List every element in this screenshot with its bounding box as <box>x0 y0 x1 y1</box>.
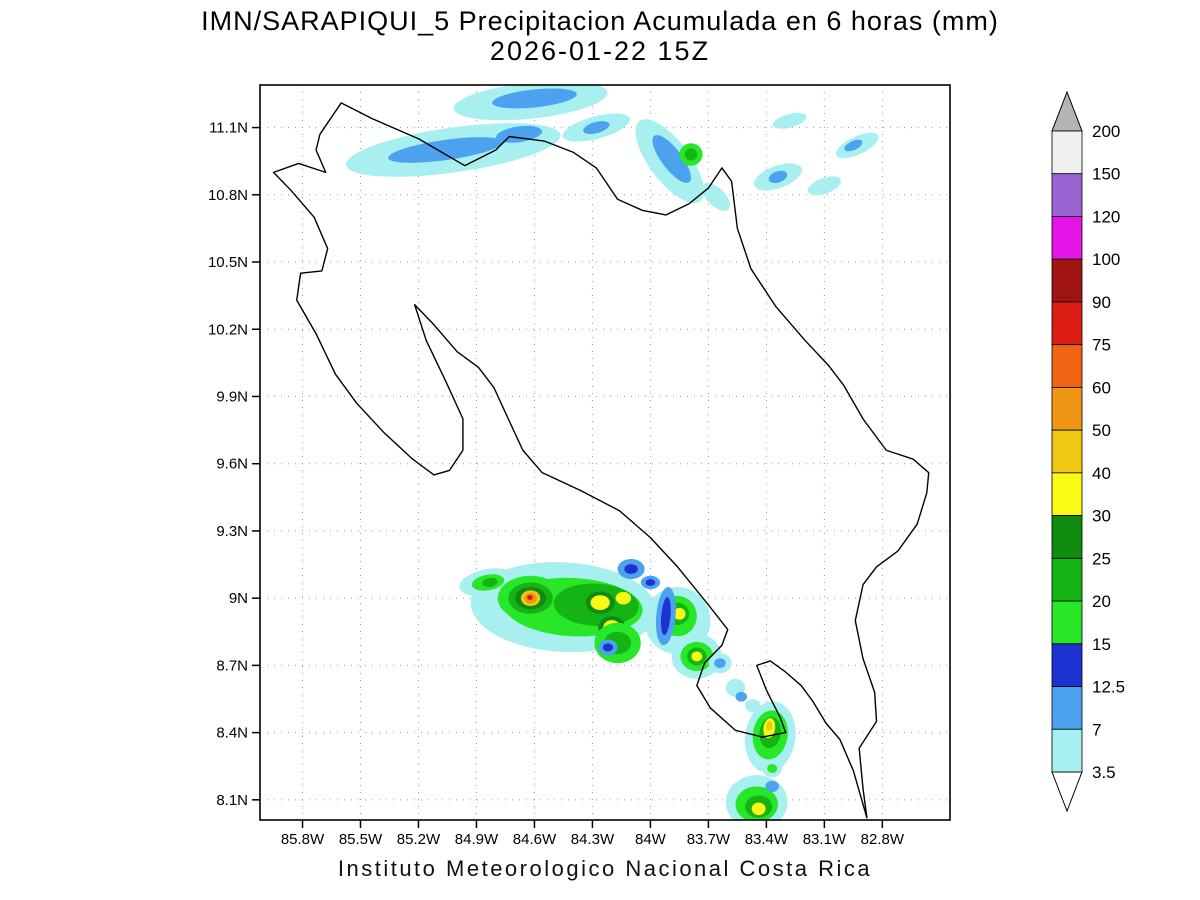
colorbar: 200 150 120 100 90 75 60 50 40 30 25 20 15 12.5 7 3.5 <box>1051 90 1125 813</box>
y-tick-label: 9.3N <box>216 523 248 540</box>
colorbar-label: 25 <box>1092 549 1111 568</box>
precip-blob-y <box>673 608 686 620</box>
x-tick-label: 83.1W <box>803 831 847 848</box>
precip-blob-r <box>527 595 533 600</box>
x-tick-label: 83.7W <box>687 831 731 848</box>
precip-blob-b <box>714 658 726 669</box>
colorbar-label: 90 <box>1092 293 1111 312</box>
y-tick-label: 9.6N <box>216 456 248 473</box>
y-tick-label: 10.8N <box>208 187 248 204</box>
x-tick-label: 85.5W <box>339 831 383 848</box>
colorbar-segment <box>1051 515 1083 559</box>
x-tick-label: 83.4W <box>745 831 789 848</box>
x-tick-label: 85.2W <box>397 831 441 848</box>
colorbar-label: 30 <box>1092 507 1111 526</box>
precip-blob-b <box>765 780 779 792</box>
y-tick-label: 9N <box>229 590 248 607</box>
precip-blob-b <box>492 88 577 109</box>
precip-blob-db <box>645 579 656 586</box>
colorbar-segment <box>1051 386 1083 431</box>
y-tick-label: 8.1N <box>216 792 248 809</box>
colorbar-segment <box>1051 429 1083 474</box>
colorbar-label: 3.5 <box>1092 763 1116 782</box>
colorbar-segment <box>1051 643 1083 687</box>
precip-blob-c <box>702 183 730 211</box>
x-tick-label: 84.6W <box>513 831 557 848</box>
colorbar-segment <box>1051 258 1083 303</box>
y-tick-label: 8.7N <box>216 657 248 674</box>
coastline-path <box>272 102 930 819</box>
colorbar-label: 7 <box>1092 720 1101 739</box>
colorbar-label: 40 <box>1092 464 1111 483</box>
map-background <box>260 85 950 820</box>
chart-subtitle: 2026-01-22 15Z <box>489 36 711 66</box>
precip-blob-g2 <box>482 577 498 588</box>
precip-blob-db <box>660 597 671 636</box>
precip-blob-y <box>590 595 610 611</box>
colorbar-segment <box>1051 728 1083 773</box>
coastline <box>272 102 930 819</box>
colorbar-label: 100 <box>1092 250 1120 269</box>
x-tick-label: 84.9W <box>455 831 499 848</box>
precip-blob-gd <box>766 720 773 731</box>
precip-blob-g1 <box>767 763 778 773</box>
precip-blob-b <box>652 135 691 183</box>
chart-footer: Instituto Meteorologico Nacional Costa R… <box>337 856 873 881</box>
x-tick-label: 82.8W <box>861 831 905 848</box>
y-tick-label: 10.5N <box>208 254 248 271</box>
colorbar-label: 50 <box>1092 421 1111 440</box>
x-tick-label: 84W <box>635 831 667 848</box>
precip-blob-b <box>388 137 503 163</box>
precip-blob-b <box>735 691 748 702</box>
colorbar-over-arrow <box>1051 90 1083 132</box>
colorbar-label: 200 <box>1092 122 1120 141</box>
plot-frame <box>259 84 951 821</box>
precip-blob-y <box>615 591 632 605</box>
colorbar-label: 20 <box>1092 592 1111 611</box>
colorbar-segment <box>1051 301 1083 346</box>
colorbar-under-arrow <box>1051 771 1083 813</box>
colorbar-segment <box>1051 600 1083 645</box>
precip-blob-c <box>772 112 807 129</box>
precip-blob-c <box>807 176 841 196</box>
graticule <box>260 85 950 820</box>
colorbar-segment <box>1051 686 1083 730</box>
y-tick-label: 9.9N <box>216 388 248 405</box>
y-tick-label: 8.4N <box>216 725 248 742</box>
colorbar-label: 150 <box>1092 165 1120 184</box>
axes: 85.8W 85.5W 85.2W 84.9W 84.6W 84.3W 84W 83.7W 83… <box>208 120 905 848</box>
colorbar-label: 60 <box>1092 378 1111 397</box>
colorbar-label: 15 <box>1092 635 1111 654</box>
colorbar-segment <box>1051 344 1083 388</box>
colorbar-segment <box>1051 472 1083 517</box>
precip-blob-b <box>583 121 610 135</box>
colorbar-label: 75 <box>1092 336 1111 355</box>
x-tick-label: 84.3W <box>571 831 615 848</box>
chart-title: IMN/SARAPIQUI_5 Precipitacion Acumulada … <box>201 6 999 36</box>
colorbar-segment <box>1051 173 1083 217</box>
precip-blob-db <box>602 643 614 652</box>
y-tick-label: 11.1N <box>209 120 248 137</box>
colorbar-segment <box>1051 557 1083 602</box>
precip-blob-b <box>844 139 863 152</box>
precip-blob-y <box>691 651 703 662</box>
colorbar-segment <box>1051 130 1083 175</box>
precip-blob-db <box>624 564 638 574</box>
precip-blob-b <box>768 170 788 184</box>
colorbar-segment <box>1051 216 1083 260</box>
precip-blob-y <box>751 802 766 816</box>
precipitation-shading <box>346 85 879 820</box>
colorbar-label: 12.5 <box>1092 678 1125 697</box>
y-tick-label: 10.2N <box>208 321 248 338</box>
precip-blob-g2 <box>684 148 698 161</box>
x-tick-label: 85.8W <box>281 831 325 848</box>
colorbar-label: 120 <box>1092 207 1120 226</box>
